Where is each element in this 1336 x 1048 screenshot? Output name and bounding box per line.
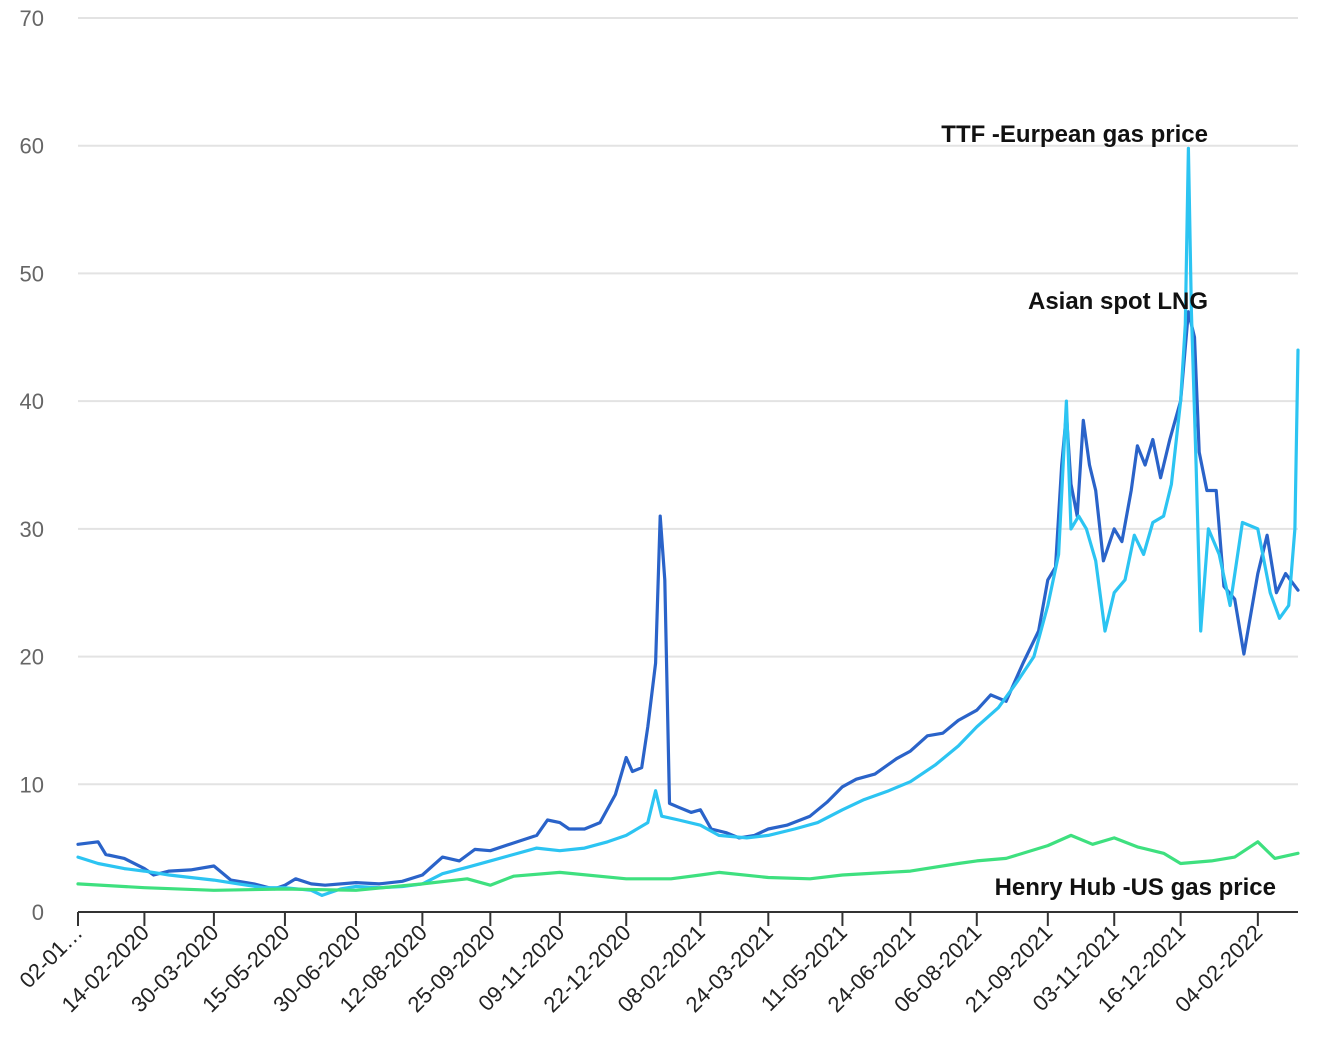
y-tick-label: 70 bbox=[20, 6, 44, 31]
y-tick-label: 0 bbox=[32, 900, 44, 925]
series-lines bbox=[76, 146, 1300, 897]
series-line-ttf bbox=[76, 146, 1300, 897]
annotation-henry: Henry Hub -US gas price bbox=[995, 874, 1276, 901]
y-tick-label: 20 bbox=[20, 645, 44, 670]
series-line-henry bbox=[76, 833, 1300, 892]
series-line-asian bbox=[76, 310, 1300, 891]
y-tick-label: 50 bbox=[20, 261, 44, 286]
y-axis-tick-labels: 0 10 20 30 40 50 60 70 bbox=[20, 6, 44, 925]
series-annotations: TTF -Eurpean gas price Asian spot LNG Henr… bbox=[941, 121, 1276, 901]
x-axis-ticks: 02-01…14-02-202030-03-202015-05-202030-0… bbox=[15, 912, 1267, 1017]
y-tick-label: 10 bbox=[20, 772, 44, 797]
y-tick-label: 60 bbox=[20, 134, 44, 159]
annotation-asian: Asian spot LNG bbox=[1028, 288, 1208, 315]
y-tick-label: 40 bbox=[20, 389, 44, 414]
y-tick-label: 30 bbox=[20, 517, 44, 542]
gridlines bbox=[78, 17, 1298, 786]
annotation-ttf: TTF -Eurpean gas price bbox=[941, 121, 1208, 148]
